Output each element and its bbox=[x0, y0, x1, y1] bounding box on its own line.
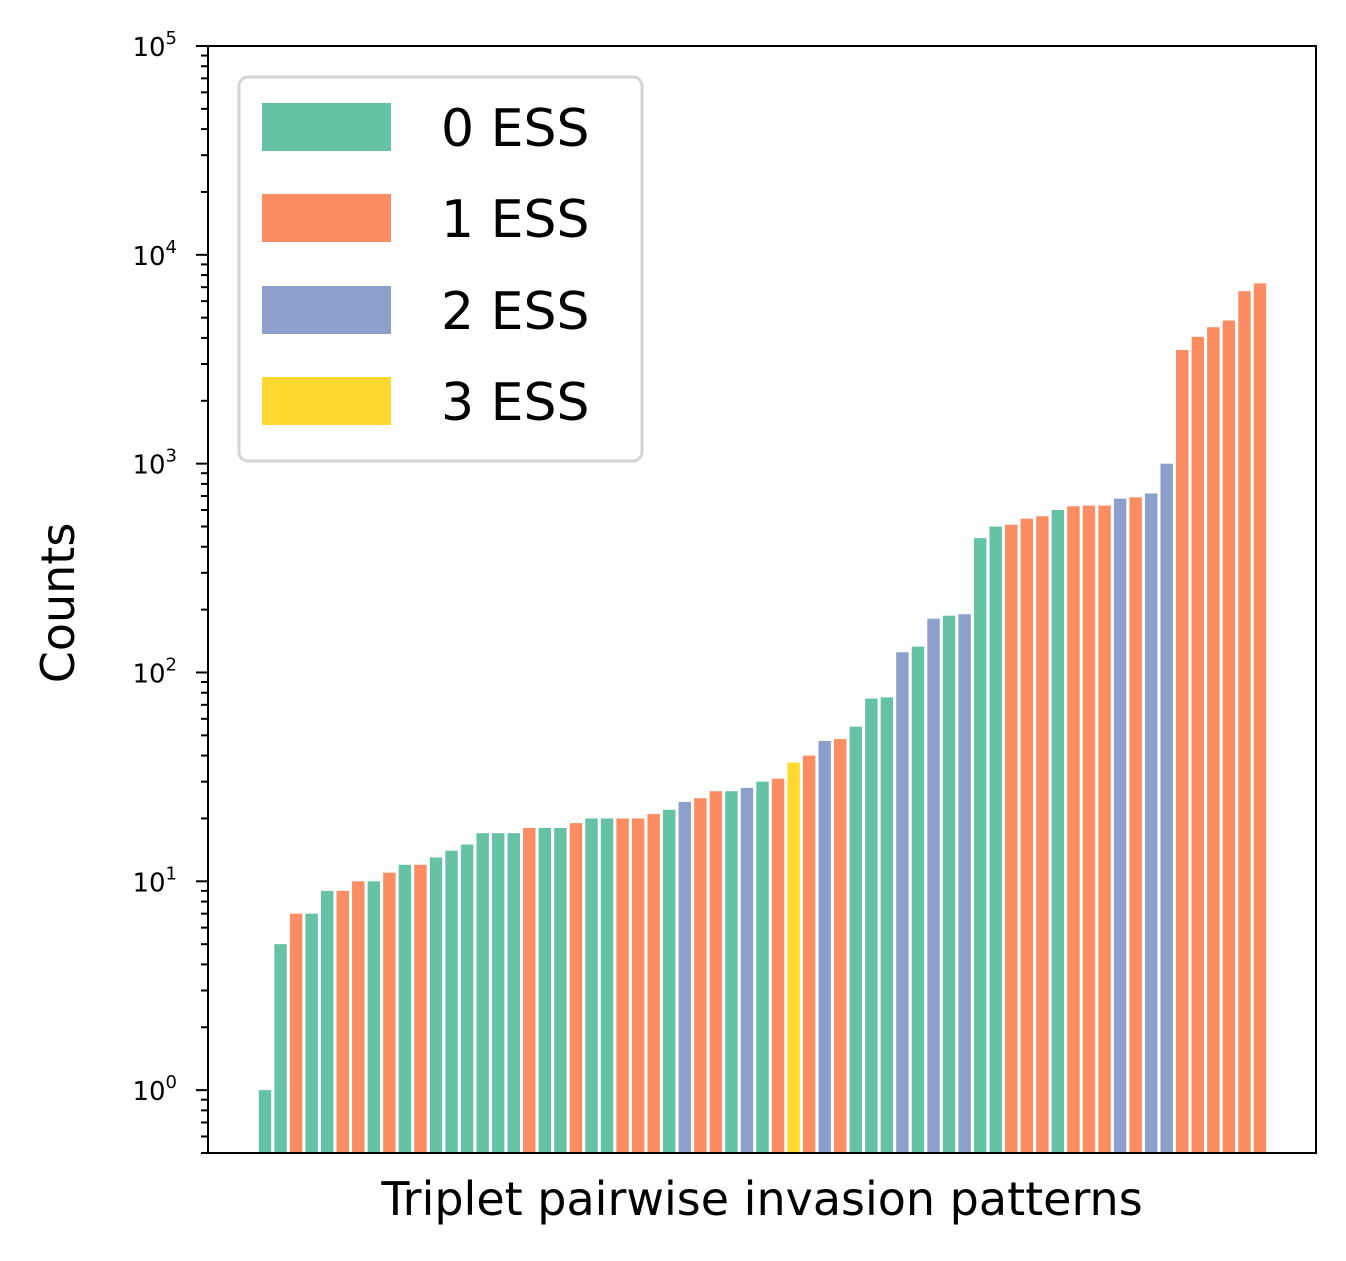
y-tick-label-5: 105 bbox=[132, 28, 177, 63]
bar-31 bbox=[740, 787, 754, 1153]
bar-21 bbox=[585, 818, 598, 1153]
bar-12 bbox=[445, 850, 458, 1153]
bar-42 bbox=[911, 646, 925, 1153]
bar-43 bbox=[927, 618, 940, 1153]
legend-swatch-3-ess bbox=[262, 377, 391, 425]
bar-1 bbox=[274, 944, 287, 1153]
legend-label-0-ess: 0 ESS bbox=[441, 99, 589, 159]
bar-24 bbox=[631, 818, 645, 1153]
y-tick-label-2: 102 bbox=[132, 654, 177, 689]
bar-22 bbox=[600, 818, 614, 1153]
bar-14 bbox=[476, 833, 489, 1153]
bar-35 bbox=[802, 755, 816, 1153]
bar-38 bbox=[849, 726, 862, 1153]
bar-47 bbox=[989, 526, 1002, 1153]
bar-32 bbox=[756, 781, 769, 1153]
x-axis-label: Triplet pairwise invasion patterns bbox=[380, 1172, 1142, 1226]
bar-45 bbox=[958, 614, 971, 1153]
bar-49 bbox=[1020, 518, 1034, 1153]
bar-2 bbox=[289, 913, 303, 1153]
bar-40 bbox=[880, 697, 894, 1153]
bar-15 bbox=[491, 833, 505, 1153]
bar-8 bbox=[383, 872, 396, 1153]
bar-58 bbox=[1160, 463, 1173, 1153]
legend-swatch-2-ess bbox=[262, 286, 391, 334]
legend-label-1-ess: 1 ESS bbox=[441, 190, 589, 250]
bar-10 bbox=[414, 864, 427, 1153]
bar-25 bbox=[647, 814, 660, 1153]
y-tick-label-4: 104 bbox=[132, 237, 177, 272]
bar-34 bbox=[787, 762, 800, 1153]
bar-51 bbox=[1051, 509, 1065, 1154]
bar-3 bbox=[305, 913, 318, 1153]
bar-57 bbox=[1144, 493, 1158, 1153]
bar-36 bbox=[818, 740, 831, 1153]
plot-frame bbox=[207, 45, 1317, 1154]
bar-4 bbox=[320, 890, 334, 1153]
bar-27 bbox=[678, 801, 691, 1153]
bar-20 bbox=[569, 823, 583, 1153]
y-tick-label-3: 103 bbox=[132, 446, 177, 481]
bar-19 bbox=[554, 828, 567, 1153]
bar-28 bbox=[694, 798, 707, 1153]
bar-61 bbox=[1207, 327, 1220, 1153]
bar-62 bbox=[1222, 320, 1236, 1153]
bar-63 bbox=[1238, 291, 1251, 1153]
bars-group bbox=[258, 283, 1267, 1154]
bar-64 bbox=[1253, 283, 1267, 1153]
bar-29 bbox=[709, 791, 723, 1153]
legend-label-3-ess: 3 ESS bbox=[441, 373, 589, 433]
bar-59 bbox=[1176, 350, 1189, 1153]
y-axis-label: Counts bbox=[31, 523, 85, 684]
bar-5 bbox=[336, 890, 349, 1153]
legend-swatch-1-ess bbox=[262, 194, 391, 242]
bar-60 bbox=[1191, 336, 1205, 1153]
bar-33 bbox=[771, 778, 785, 1153]
bar-52 bbox=[1067, 506, 1080, 1153]
bar-37 bbox=[834, 739, 847, 1153]
legend-frame bbox=[237, 75, 644, 463]
y-tick-label-0: 100 bbox=[132, 1072, 177, 1107]
y-tick-label-1: 101 bbox=[132, 863, 177, 898]
bar-6 bbox=[352, 881, 365, 1153]
y-axis-ticks: 100 101 102 103 104 105 bbox=[132, 28, 208, 1154]
bar-11 bbox=[429, 857, 443, 1153]
legend: 0 ESS 1 ESS 2 ESS 3 ESS bbox=[237, 75, 644, 463]
legend-swatch-0-ess bbox=[262, 103, 391, 151]
bar-55 bbox=[1113, 498, 1127, 1153]
bar-23 bbox=[616, 818, 629, 1153]
bar-30 bbox=[725, 791, 738, 1153]
bar-9 bbox=[398, 864, 412, 1153]
bar-46 bbox=[973, 538, 987, 1153]
bar-26 bbox=[663, 809, 676, 1153]
bar-16 bbox=[507, 833, 520, 1153]
bar-18 bbox=[538, 828, 552, 1153]
bar-53 bbox=[1082, 505, 1096, 1153]
bar-0 bbox=[258, 1090, 272, 1153]
bar-50 bbox=[1036, 516, 1049, 1153]
legend-label-2-ess: 2 ESS bbox=[441, 282, 589, 342]
bar-39 bbox=[865, 698, 878, 1153]
bar-44 bbox=[942, 615, 956, 1153]
bar-56 bbox=[1129, 497, 1142, 1153]
bar-7 bbox=[367, 881, 381, 1153]
bar-54 bbox=[1098, 505, 1111, 1153]
bar-13 bbox=[460, 844, 474, 1153]
bar-48 bbox=[1005, 524, 1018, 1153]
bar-41 bbox=[896, 652, 909, 1153]
bar-17 bbox=[523, 828, 536, 1153]
